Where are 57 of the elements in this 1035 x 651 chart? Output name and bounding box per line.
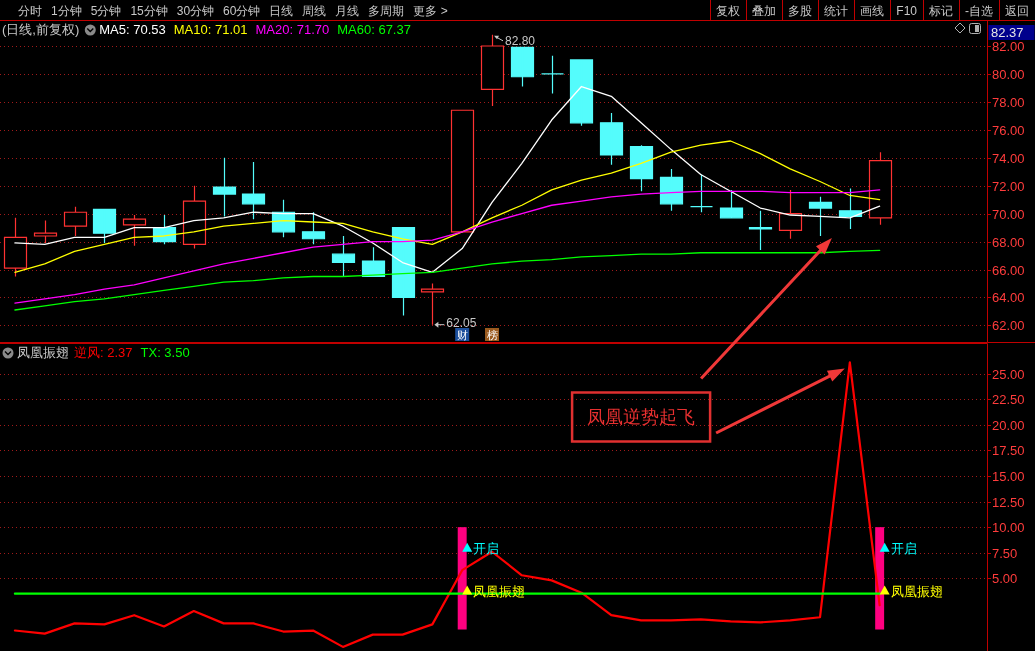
y-tick-label: 22.50 [992, 392, 1025, 407]
y-tick-label: 7.50 [992, 546, 1018, 561]
y-tick-label: 17.50 [992, 443, 1025, 458]
text: 凤凰振翅 [890, 583, 943, 599]
text: 1分钟 [51, 4, 82, 18]
annotation: 82.80 [505, 33, 536, 48]
text: 统计 [824, 4, 849, 18]
chart-title: (日线,前复权) [2, 22, 80, 37]
y-tick-label: 76.00 [992, 123, 1025, 138]
text: 标记 [928, 4, 953, 18]
text: 30分钟 [176, 4, 215, 18]
text: MA60: 67.37 [337, 22, 411, 37]
y-tick-label: 68.00 [992, 235, 1025, 250]
annotation: 62.05 [446, 315, 477, 330]
text: TX: 3.50 [140, 345, 190, 360]
text: -自选 [965, 4, 993, 18]
text: MA20: 71.70 [255, 22, 330, 37]
y-tick-label: 70.00 [992, 207, 1025, 222]
text: 多周期 [368, 4, 405, 18]
text: MA10: 71.01 [173, 22, 248, 37]
text: 60分钟 [223, 4, 261, 18]
y-tick-label: 82.00 [992, 39, 1025, 54]
text: 画线 [860, 4, 885, 18]
text: 逆风: 2.37 [74, 345, 133, 360]
y-tick-label: 74.00 [992, 151, 1025, 166]
y-tick-label: 12.50 [992, 495, 1025, 510]
y-tick-label: 62.00 [992, 318, 1025, 333]
y-tick-label: 72.00 [992, 179, 1025, 194]
y-tick-label: 5.00 [992, 571, 1018, 586]
badge: 榜 [485, 328, 499, 341]
text: 分时 [18, 4, 42, 18]
text: 15分钟 [130, 4, 168, 18]
y-tick-label: 78.00 [992, 95, 1025, 110]
y-tick-label: 10.00 [992, 520, 1025, 535]
text: 日线 [269, 4, 294, 18]
y-tick-label: 25.00 [992, 367, 1025, 382]
annotation: 凤凰逆势起飞 [587, 407, 696, 427]
text: 叠加 [752, 4, 777, 18]
text: 返回 [1005, 4, 1029, 18]
text: 多股 [788, 4, 813, 18]
text: 周线 [302, 4, 327, 18]
text: F10 [896, 4, 918, 18]
text: MA5: 70.53 [99, 22, 166, 37]
text: 5分钟 [90, 4, 122, 18]
series-label: 开启 [473, 540, 500, 556]
text: 82.37 [991, 25, 1024, 40]
y-tick-label: 66.00 [992, 263, 1025, 278]
text: 更多 > [413, 4, 448, 18]
y-tick-label: 80.00 [992, 67, 1025, 82]
text: 开启 [890, 540, 917, 556]
y-tick-label: 64.00 [992, 290, 1025, 305]
y-tick-label: 20.00 [992, 418, 1025, 433]
chart-title: 凤凰振翅 [17, 345, 69, 360]
text: 月线 [335, 4, 360, 18]
y-tick-label: 15.00 [992, 469, 1025, 484]
badge: 财 [455, 328, 470, 341]
text: 复权 [716, 4, 741, 18]
